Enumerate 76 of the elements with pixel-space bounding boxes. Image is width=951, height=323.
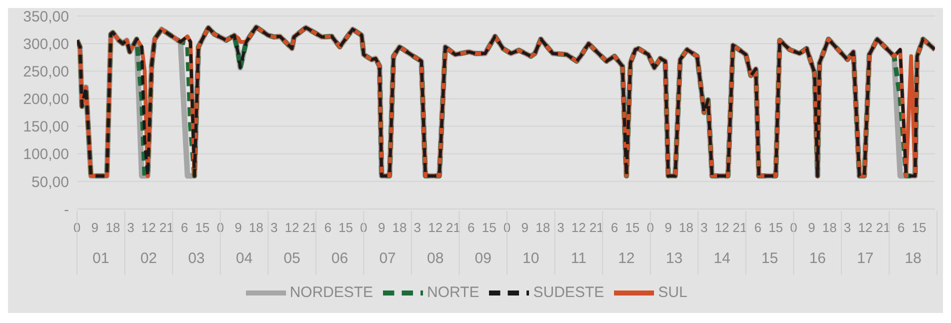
x2-tick-label: 04 bbox=[236, 250, 253, 267]
y-tick-label: 150,00 bbox=[23, 118, 69, 136]
x2-tick-label: 13 bbox=[666, 250, 683, 267]
x-tick-label: 3 bbox=[414, 220, 422, 236]
x-tick-label: 21 bbox=[159, 220, 174, 236]
x-tick-label: 18 bbox=[106, 220, 120, 236]
x-tick-label: 15 bbox=[625, 220, 640, 236]
x-tick-label: 21 bbox=[302, 220, 318, 236]
x-tick-label: 18 bbox=[822, 220, 837, 236]
x-tick-label: 21 bbox=[446, 220, 460, 236]
x-tick-label: 9 bbox=[91, 220, 99, 236]
x-tick-label: 9 bbox=[378, 220, 386, 236]
y-tick-label: 50,00 bbox=[31, 174, 69, 191]
x-tick-label: 12 bbox=[141, 220, 156, 236]
x-tick-label: 12 bbox=[714, 220, 730, 236]
x2-tick-label: 16 bbox=[809, 250, 826, 267]
x-tick-label: 15 bbox=[195, 220, 210, 236]
x-tick-label: 15 bbox=[482, 220, 496, 236]
y-tick-label: - bbox=[64, 201, 69, 218]
x2-tick-label: 08 bbox=[426, 250, 444, 267]
x-tick-label: 0 bbox=[790, 220, 798, 236]
x-tick-label: 3 bbox=[844, 220, 852, 236]
x-tick-label: 6 bbox=[898, 220, 905, 236]
x-tick-label: 12 bbox=[428, 220, 443, 236]
x-tick-label: 9 bbox=[521, 220, 529, 236]
x-tick-label: 3 bbox=[270, 220, 278, 236]
y-tick-label: 350,00 bbox=[23, 8, 69, 26]
y-tick-label: 250,00 bbox=[23, 63, 69, 80]
x-tick-label: 6 bbox=[610, 220, 618, 236]
x2-tick-label: 11 bbox=[570, 250, 586, 267]
x2-tick-label: 01 bbox=[92, 250, 110, 267]
x-tick-label: 18 bbox=[536, 220, 550, 236]
x-tick-label: 21 bbox=[589, 220, 604, 236]
legend-label: SUDESTE bbox=[533, 284, 604, 301]
legend-label: SUL bbox=[658, 284, 688, 301]
x2-tick-label: 07 bbox=[379, 250, 396, 267]
x-tick-label: 9 bbox=[234, 220, 242, 236]
x-tick-label: 9 bbox=[808, 220, 816, 236]
legend-label: NORTE bbox=[427, 284, 480, 301]
x-tick-label: 18 bbox=[678, 220, 694, 236]
x2-tick-label: 14 bbox=[714, 250, 730, 267]
x-tick-label: 6 bbox=[468, 220, 475, 236]
x2-tick-label: 18 bbox=[904, 250, 922, 267]
x-tick-label: 18 bbox=[248, 220, 264, 236]
x-tick-label: 12 bbox=[571, 220, 586, 236]
x-tick-label: 15 bbox=[912, 220, 926, 236]
x2-tick-label: 02 bbox=[140, 250, 158, 267]
x-tick-label: 15 bbox=[768, 220, 783, 236]
x-tick-label: 12 bbox=[284, 220, 300, 236]
x-tick-label: 12 bbox=[858, 220, 873, 236]
y-tick-label: 100,00 bbox=[23, 146, 69, 164]
x2-tick-label: 05 bbox=[284, 250, 300, 267]
x-tick-label: 18 bbox=[392, 220, 407, 236]
legend-label: NORDESTE bbox=[290, 284, 374, 301]
x-tick-label: 6 bbox=[754, 220, 762, 236]
x2-tick-label: 06 bbox=[331, 250, 348, 267]
x-tick-label: 0 bbox=[360, 220, 368, 236]
x-tick-label: 6 bbox=[324, 220, 332, 236]
x-tick-label: 6 bbox=[180, 220, 188, 236]
x-tick-label: 0 bbox=[646, 220, 654, 236]
x-tick-label: 21 bbox=[732, 220, 748, 236]
x-tick-label: 21 bbox=[876, 220, 890, 236]
x-tick-label: 9 bbox=[664, 220, 672, 236]
x2-tick-label: 10 bbox=[522, 250, 540, 267]
x-tick-label: 0 bbox=[216, 220, 224, 236]
x-tick-label: 3 bbox=[127, 220, 134, 236]
x-tick-label: 3 bbox=[557, 220, 564, 236]
x2-tick-label: 09 bbox=[474, 250, 492, 267]
x2-tick-label: 03 bbox=[188, 250, 205, 267]
y-tick-label: 200,00 bbox=[23, 91, 69, 108]
x-tick-label: 15 bbox=[338, 220, 353, 236]
x2-tick-label: 12 bbox=[618, 250, 635, 267]
x2-tick-label: 17 bbox=[856, 250, 874, 267]
x2-tick-label: 15 bbox=[761, 250, 778, 267]
y-tick-label: 300,00 bbox=[23, 36, 69, 53]
x-tick-label: 3 bbox=[700, 220, 708, 236]
